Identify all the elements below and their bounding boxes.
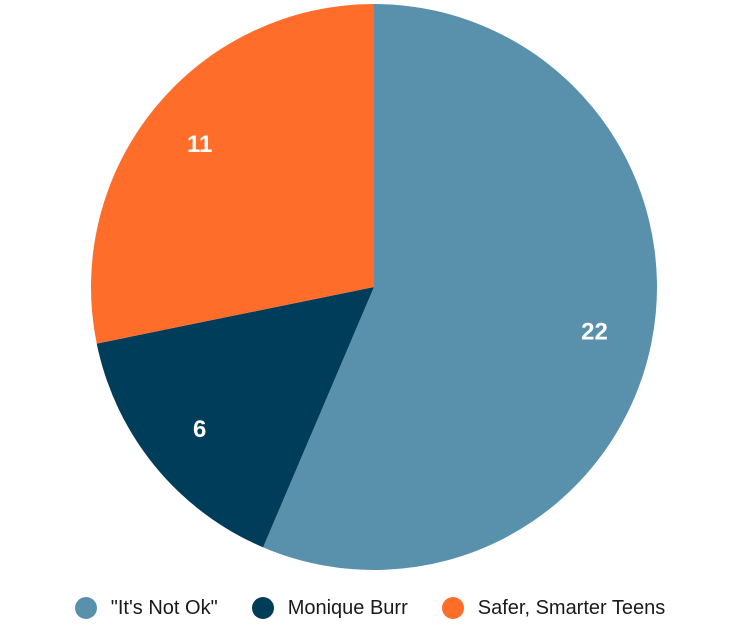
legend-marker <box>441 597 464 619</box>
data-label-2: 11 <box>187 131 212 158</box>
pie-slice-2 <box>91 4 374 344</box>
legend-label: Monique Burr <box>287 596 408 619</box>
legend-item-1: Monique Burr <box>251 596 408 620</box>
legend: "It's Not Ok" Monique Burr Safer, Smarter … <box>0 591 740 625</box>
legend-item-0: "It's Not Ok" <box>74 596 218 620</box>
data-label-1: 6 <box>193 416 206 443</box>
legend-marker <box>251 597 274 619</box>
pie-slice-1 <box>96 287 375 548</box>
pie-slice-0 <box>263 4 657 570</box>
legend-marker <box>74 597 97 619</box>
pie-slices <box>91 4 657 570</box>
legend-item-2: Safer, Smarter Teens <box>441 596 666 620</box>
data-label-0: 22 <box>581 319 608 346</box>
legend-label: Safer, Smarter Teens <box>477 596 666 619</box>
legend-label: "It's Not Ok" <box>110 596 218 619</box>
pie-data-labels: 22 6 11 <box>187 131 608 443</box>
